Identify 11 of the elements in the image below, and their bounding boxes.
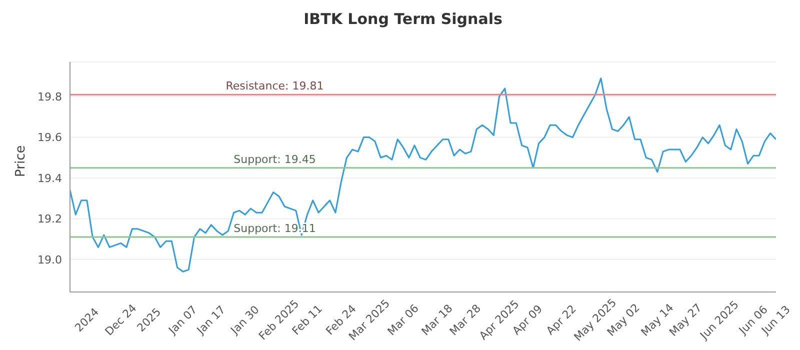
y-tick-label: 19.2 xyxy=(38,212,62,226)
y-axis-title: Price xyxy=(14,145,29,177)
ref-line-label: Resistance: 19.81 xyxy=(226,80,324,93)
y-tick-label: 19.4 xyxy=(38,172,62,185)
y-tick-label: 19.8 xyxy=(38,90,62,104)
chart-title: IBTK Long Term Signals xyxy=(302,9,504,30)
x-tick-label: Jan 17 xyxy=(194,303,228,338)
ref-line-label: Support: 19.45 xyxy=(234,152,316,166)
y-tick-label: 19.0 xyxy=(38,253,62,266)
y-tick-label: 19.6 xyxy=(38,131,62,144)
line-series xyxy=(70,78,776,272)
